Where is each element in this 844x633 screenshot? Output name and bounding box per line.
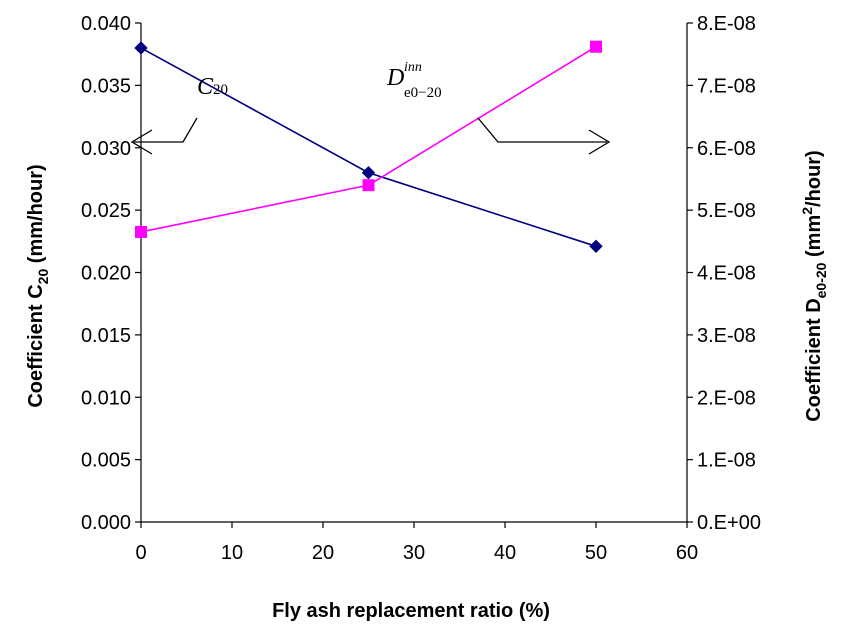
- annotation-d-sup: inn: [404, 60, 422, 75]
- y-right-tick-label: 4.E-08: [697, 263, 756, 285]
- series-1-point: [361, 165, 376, 180]
- axes: [135, 22, 693, 528]
- y-left-tick-label: 0.010: [81, 387, 131, 409]
- y-right-tick-label: 2.E-08: [697, 387, 756, 409]
- y-right-tick-label: 8.E-08: [697, 13, 756, 35]
- y-right-tick-label: 6.E-08: [697, 138, 756, 160]
- series-2-point: [135, 225, 147, 238]
- series-layer: [134, 40, 603, 254]
- y-right-tick-label: 5.E-08: [697, 200, 756, 222]
- y-right-tick-label: 1.E-08: [697, 450, 756, 472]
- annotation-d-arrow: [477, 117, 607, 143]
- y-left-tick-label: 0.015: [81, 325, 131, 347]
- x-tick-label: 40: [494, 542, 516, 564]
- x-tick-label: 10: [221, 542, 243, 564]
- x-axis-title: Fly ash replacement ratio (%): [272, 600, 550, 622]
- y-left-tick-label: 0.005: [81, 450, 131, 472]
- series-2-point: [362, 179, 375, 192]
- series-1-point: [134, 41, 148, 55]
- x-tick-label: 30: [403, 542, 425, 564]
- x-tick-label: 20: [312, 542, 334, 564]
- y-right-tick-label: 7.E-08: [697, 75, 756, 97]
- annotation-c20-arrowhead: [130, 129, 153, 155]
- y-left-tick-label: 0.040: [81, 13, 131, 35]
- annotation-c20-arrow: [134, 117, 198, 143]
- tick-labels: 0.000 0.005 0.010 0.015 0.020 0.025 0.030 0.035…: [81, 13, 761, 564]
- annotation-d-main: D: [386, 65, 404, 91]
- y-left-tick-label: 0.025: [81, 200, 131, 222]
- y-right-tick-label: 0.E+00: [697, 512, 761, 534]
- annotation-c20: C20: [130, 74, 228, 155]
- series-1-point: [589, 239, 603, 254]
- y-left-tick-label: 0.030: [81, 138, 131, 160]
- x-tick-label: 60: [676, 542, 698, 564]
- x-tick-label: 50: [585, 542, 607, 564]
- y-axis-right-title: Coefficient De0-20 (mm2/hour): [799, 150, 829, 421]
- annotation-d: D inn e0−20: [386, 60, 611, 155]
- x-tick-label: 0: [135, 542, 146, 564]
- annotation-d-arrowhead: [588, 129, 611, 155]
- annotation-c20-label: C20: [197, 74, 228, 100]
- y-left-tick-label: 0.000: [81, 512, 131, 534]
- y-left-tick-label: 0.035: [81, 75, 131, 97]
- y-axis-left-title: Coefficient C20 (mm/hour): [25, 164, 51, 407]
- annotation-d-sub: e0−20: [404, 85, 442, 101]
- y-right-tick-label: 3.E-08: [697, 325, 756, 347]
- y-left-tick-label: 0.020: [81, 263, 131, 285]
- series-2-point: [590, 40, 602, 53]
